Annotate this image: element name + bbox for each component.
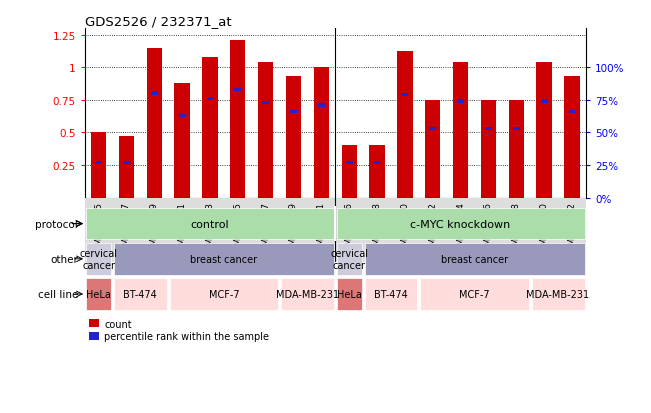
Text: BT-474: BT-474 (124, 289, 157, 299)
Text: HeLa: HeLa (337, 289, 361, 299)
Bar (290, 110, 297, 114)
Bar (258, 63, 273, 198)
Bar (457, 100, 464, 104)
Bar (429, 127, 436, 131)
Text: GSM136081: GSM136081 (178, 202, 187, 256)
Text: c-MYC knockdown: c-MYC knockdown (411, 219, 510, 229)
Bar (369, 146, 385, 198)
Bar (86, 208, 334, 240)
Bar (318, 104, 325, 107)
Text: GSM136095: GSM136095 (94, 202, 103, 256)
Bar (420, 278, 529, 310)
Bar (178, 114, 186, 118)
Text: other: other (50, 254, 78, 264)
Text: GSM136086: GSM136086 (484, 202, 493, 256)
Bar (508, 100, 524, 198)
Bar (365, 278, 417, 310)
Text: BT-474: BT-474 (374, 289, 408, 299)
Text: GSM136096: GSM136096 (344, 202, 353, 256)
Bar (481, 100, 496, 198)
Bar (532, 278, 585, 310)
Text: MDA-MB-231: MDA-MB-231 (276, 289, 339, 299)
Text: GSM136088: GSM136088 (512, 202, 521, 256)
Text: cell line: cell line (38, 289, 78, 299)
Bar (230, 40, 245, 198)
Bar (202, 57, 217, 198)
Text: GSM136091: GSM136091 (317, 202, 326, 256)
Text: GSM136083: GSM136083 (206, 202, 214, 256)
Text: GSM136085: GSM136085 (233, 202, 242, 256)
Text: GSM136087: GSM136087 (261, 202, 270, 256)
Bar (314, 68, 329, 198)
Bar (337, 208, 585, 240)
Text: GSM136098: GSM136098 (372, 202, 381, 256)
Bar (402, 93, 408, 97)
Text: cervical
cancer: cervical cancer (79, 248, 118, 270)
Text: HeLa: HeLa (86, 289, 111, 299)
Bar (95, 161, 102, 165)
Text: GSM136089: GSM136089 (289, 202, 298, 256)
Text: GSM136097: GSM136097 (122, 202, 131, 256)
Bar (234, 88, 242, 92)
Text: GSM136084: GSM136084 (456, 202, 465, 256)
Bar (337, 278, 362, 310)
Bar (91, 133, 106, 198)
Bar (337, 243, 362, 275)
Text: breast cancer: breast cancer (190, 254, 257, 264)
Bar (564, 77, 579, 198)
Bar (151, 92, 158, 96)
Bar (536, 63, 552, 198)
Bar (346, 161, 353, 165)
Bar (146, 48, 162, 198)
Bar (123, 161, 130, 165)
Text: GSM136080: GSM136080 (400, 202, 409, 256)
Bar (262, 101, 269, 105)
Bar (206, 97, 214, 101)
Bar (114, 243, 334, 275)
Text: GSM136079: GSM136079 (150, 202, 159, 256)
Bar (114, 278, 167, 310)
Bar (541, 100, 547, 104)
Text: cervical
cancer: cervical cancer (330, 248, 368, 270)
Text: GSM136082: GSM136082 (428, 202, 437, 256)
Bar (397, 52, 413, 198)
Text: MCF-7: MCF-7 (459, 289, 490, 299)
Bar (118, 137, 134, 198)
Bar (453, 63, 468, 198)
Bar (174, 83, 189, 198)
Text: MCF-7: MCF-7 (208, 289, 239, 299)
Text: MDA-MB-231: MDA-MB-231 (527, 289, 590, 299)
Bar (425, 100, 440, 198)
Bar (342, 146, 357, 198)
Bar (86, 243, 111, 275)
Bar (281, 278, 334, 310)
Bar (286, 77, 301, 198)
Bar (568, 110, 575, 114)
Bar (365, 243, 585, 275)
Bar (485, 127, 492, 131)
Bar (374, 161, 380, 165)
Text: breast cancer: breast cancer (441, 254, 508, 264)
Text: control: control (191, 219, 229, 229)
Text: GSM136092: GSM136092 (568, 202, 577, 256)
Text: GSM136090: GSM136090 (540, 202, 549, 256)
Bar (86, 278, 111, 310)
Text: GDS2526 / 232371_at: GDS2526 / 232371_at (85, 15, 231, 28)
Legend: count, percentile rank within the sample: count, percentile rank within the sample (89, 319, 269, 342)
Text: protocol: protocol (35, 219, 78, 229)
Bar (513, 127, 519, 131)
Bar (169, 278, 278, 310)
